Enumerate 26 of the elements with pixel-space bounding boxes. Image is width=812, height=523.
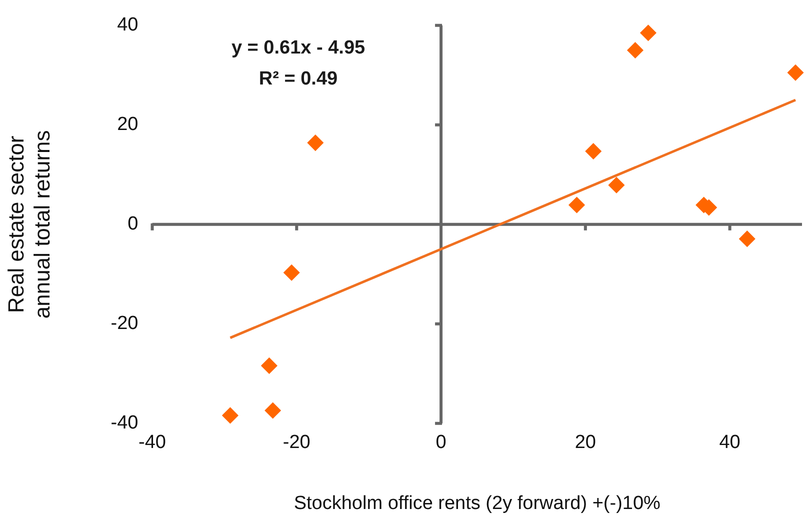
y-tick-label: -40 bbox=[110, 412, 138, 434]
y-tick-label: 20 bbox=[117, 114, 138, 136]
point bbox=[222, 408, 238, 424]
point bbox=[261, 358, 277, 374]
y-tick-label: -20 bbox=[110, 313, 138, 334]
x-tick-label: 40 bbox=[719, 432, 740, 454]
point bbox=[265, 402, 281, 418]
point bbox=[586, 144, 602, 160]
point bbox=[627, 42, 643, 58]
point bbox=[308, 135, 324, 151]
x-tick-label: -40 bbox=[138, 432, 166, 454]
point bbox=[640, 25, 656, 41]
y-tick-label: 0 bbox=[128, 214, 138, 235]
annotation: y = 0.61x - 4.95 bbox=[231, 38, 366, 59]
point bbox=[569, 197, 585, 213]
x-tick-label: 0 bbox=[436, 432, 446, 454]
x-tick-label: -20 bbox=[282, 432, 310, 454]
annotation: R² = 0.49 bbox=[258, 68, 338, 90]
y-tick-label: 40 bbox=[117, 14, 138, 36]
x-axis-title: Stockholm office rents (2y forward) +(-)10% bbox=[294, 492, 661, 514]
y-axis-title: Real estate sector annual total returns bbox=[3, 130, 55, 319]
point bbox=[739, 231, 755, 247]
point bbox=[608, 177, 624, 193]
x-tick-label: 20 bbox=[574, 432, 596, 454]
point bbox=[284, 264, 300, 280]
point bbox=[788, 64, 804, 80]
